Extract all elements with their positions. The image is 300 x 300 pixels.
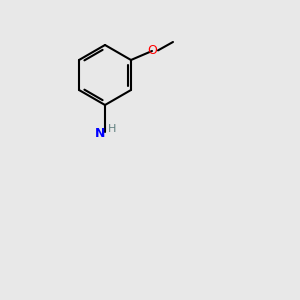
Text: O: O: [148, 44, 158, 57]
Text: H: H: [108, 124, 117, 134]
Text: N: N: [95, 127, 106, 140]
